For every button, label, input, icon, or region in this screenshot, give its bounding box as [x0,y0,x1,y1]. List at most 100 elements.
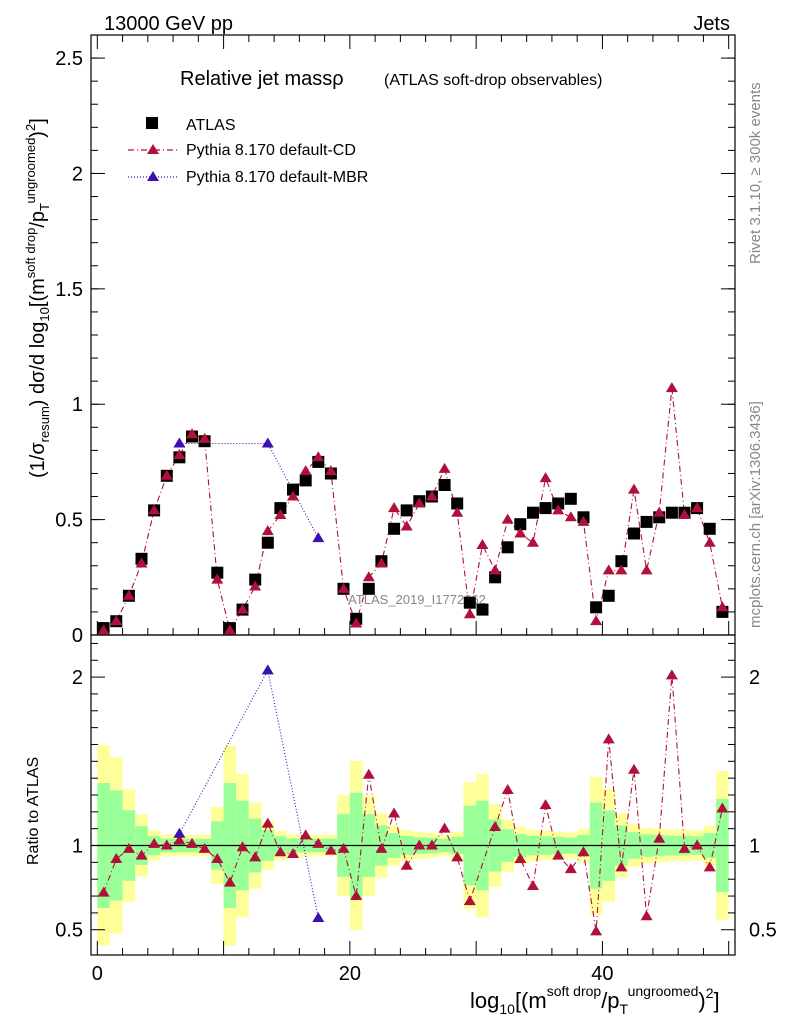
cd-point [413,497,426,508]
cd-ratio-point [489,821,502,831]
atlas-point [299,474,312,487]
mbr-ratio-point [261,664,274,675]
cd-point [312,451,325,462]
cd-ratio-point [590,925,603,936]
cd-point [97,624,110,635]
svg-text:(1/σresum) dσ/d log10[(msoft d: (1/σresum) dσ/d log10[(msoft drop/pTungr… [23,118,52,478]
cd-point [211,573,224,584]
plot-title: Relative jet massρ [180,68,344,90]
cd-point [703,536,716,547]
cd-point [678,509,691,519]
cd-point [337,582,350,593]
legend-mbr-marker [147,171,159,181]
cd-ratio-point [703,861,716,872]
x-tick-label: 40 [591,963,613,985]
cd-point [324,465,337,476]
atlas-point [640,515,653,528]
legend: ATLAS Pythia 8.170 default-CD Pythia 8.1… [128,117,368,186]
y-tick-label: 0 [72,625,83,647]
cd-ratio-point [362,768,375,779]
cd-ratio-point [186,837,199,848]
cd-point [160,469,173,480]
ratio-y-tick-label-right: 0.5 [749,920,777,942]
atlas-point [615,555,628,568]
cd-ratio-point [539,799,552,810]
cd-point [388,502,401,513]
cd-ratio-point [678,842,691,853]
cd-ratio-point [653,832,666,843]
cd-point [501,513,514,524]
plot-subtitle: (ATLAS soft-drop observables) [384,72,602,89]
mbr-point [173,437,186,448]
cd-point [526,536,539,547]
cd-ratio-point [514,853,527,863]
cd-ratio-point [287,847,300,858]
cd-ratio-point [451,851,464,862]
main-panel: ATLAS_2019_I1772062 0 0.5 1 1.5 2 2.5 Relativ… [23,34,736,647]
cd-point [476,539,489,549]
atlas-point [451,497,464,510]
cd-ratio-point [211,853,224,863]
mbr-point [312,532,325,543]
mbr-series-line [179,442,319,539]
cd-ratio-point [691,839,704,850]
main-y-axis-label: (1/σresum) dσ/d log10[(msoft drop/pTungr… [23,118,52,478]
cd-ratio-point [375,842,388,853]
cd-ratio-point [110,853,123,863]
cd-point [350,617,363,628]
cd-ratio-point [223,876,236,887]
mbr-point [261,437,274,448]
legend-cd-marker [147,144,159,154]
cd-ratio-point [602,733,615,744]
atlas-point [501,541,514,554]
cd-ratio-point [261,817,274,828]
atlas-point [249,573,262,586]
cd-point [362,571,375,582]
cd-point [615,564,628,575]
cd-ratio-point [249,851,262,862]
cd-ratio-point [160,839,173,850]
cd-ratio-point [274,846,287,857]
cd-point [640,564,653,575]
mbr-ratio-point [312,911,325,922]
cd-point [539,472,552,483]
cd-point [400,520,413,531]
ratio-y-tick-label-left: 1 [72,836,83,858]
y-tick-label: 2.5 [55,48,83,70]
cd-point [223,624,236,635]
x-tick-label: 0 [92,963,103,985]
atlas-point [539,502,552,515]
cd-ratio-point [135,849,148,860]
atlas-point [514,518,527,531]
cd-ratio-point [501,783,514,794]
cd-point [110,615,123,626]
category-label: Jets [693,13,730,35]
cd-point [287,490,300,501]
atlas-point [463,596,476,609]
cd-ratio-point [627,763,640,774]
legend-mbr-label: Pythia 8.170 default-MBR [186,169,368,186]
cd-ratio-point [526,879,539,890]
watermark: ATLAS_2019_I1772062 [348,592,486,607]
ratio-y-tick-label-right: 1 [749,836,760,858]
cd-ratio-point [463,895,476,906]
cd-ratio-point [350,890,363,901]
cd-point [425,490,438,501]
rivet-version-label: Rivet 3.1.10, ≥ 300k events [747,82,764,264]
cd-ratio-point [413,839,426,850]
ratio-y-axis-label: Ratio to ATLAS [25,757,42,865]
atlas-point [438,479,451,491]
cd-ratio-point [97,886,110,897]
cd-point [577,515,590,526]
cd-ratio-point [312,837,325,848]
mbr-ratio-line [178,668,319,919]
cd-point [375,557,388,568]
x-tick-label: 20 [339,963,361,985]
legend-cd-label: Pythia 8.170 default-CD [186,142,356,159]
atlas-point [527,506,539,519]
cd-point [653,506,666,517]
atlas-point [602,589,615,602]
atlas-point [703,522,716,535]
cd-ratio-point [615,861,628,872]
